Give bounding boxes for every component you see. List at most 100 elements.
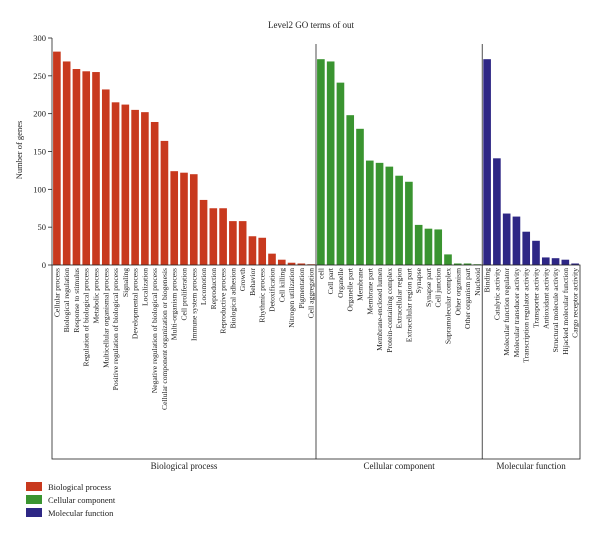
x-tick-label-regulation-of-biological-process: Regulation of biological process xyxy=(82,268,91,367)
x-tick-label-extracellular-region: Extracellular region xyxy=(395,268,404,329)
x-tick-label-structural-molecule-activity: Structural molecule activity xyxy=(551,268,560,353)
bar-cellular-process xyxy=(53,51,61,266)
bar-reproduction xyxy=(209,208,218,265)
x-tick-label-cell-proliferation: Cell proliferation xyxy=(180,268,189,321)
bar-binding xyxy=(483,59,491,265)
bar-reproductive-process xyxy=(219,208,227,265)
x-tick-label-biological-regulation: Biological regulation xyxy=(62,268,71,333)
bar-synapse xyxy=(414,224,423,265)
bar-positive-regulation-of-biological-process xyxy=(111,102,120,265)
group-box: Biological process Cellular component Mole… xyxy=(51,44,581,471)
x-tick-label-transporter-activity: Transporter activity xyxy=(532,268,541,328)
y-axis-label: Number of genes xyxy=(14,121,24,180)
bar-molecular-transducer-activity xyxy=(512,216,521,265)
x-tick-label-molecular-function-regulator: Molecular function regulator xyxy=(502,268,511,356)
bar-response-to-stimulus xyxy=(72,69,81,265)
bar-regulation-of-biological-process xyxy=(82,71,91,265)
x-tick-label-positive-regulation-of-biological-process: Positive regulation of biological proces… xyxy=(111,268,120,390)
bar-cellular-component-organization-or-biogenesis xyxy=(160,140,169,265)
legend: Biological process Cellular component Mo… xyxy=(26,480,115,519)
x-tick-label-negative-regulation-of-biological-process: Negative regulation of biological proces… xyxy=(150,268,159,393)
bar-developmental-process xyxy=(131,109,139,265)
bar-multi-organism-process xyxy=(170,171,179,265)
bar-cell-junction xyxy=(434,229,443,265)
x-tick-labels: Cellular process Biological regulation Res… xyxy=(52,267,579,410)
bars xyxy=(53,51,579,266)
x-tick-label-localization: Localization xyxy=(140,268,149,306)
group-label-cellular-component: Cellular component xyxy=(363,461,435,471)
bar-signaling xyxy=(121,104,130,265)
x-tick-label-cell-junction: Cell junction xyxy=(434,268,443,308)
axes: 0 50 100 150 200 250 300 xyxy=(33,33,53,270)
legend-swatch-molecular-function xyxy=(26,508,42,517)
legend-label-biological-process: Biological process xyxy=(48,481,112,492)
bar-catalytic-activity xyxy=(493,158,501,265)
x-tick-label-developmental-process: Developmental process xyxy=(131,268,140,339)
bar-membrane xyxy=(356,128,364,265)
x-tick-label-nucleoid: Nucleoid xyxy=(473,268,482,296)
x-tick-label-metabolic-process: Metabolic process xyxy=(92,268,101,324)
x-tick-label-organelle-part: Organelle part xyxy=(346,267,355,311)
y-tick-label: 100 xyxy=(33,184,46,194)
x-tick-label-locomotion: Locomotion xyxy=(199,268,208,305)
x-tick-label-supramolecular-complex: Supramolecular complex xyxy=(444,268,453,344)
bar-metabolic-process xyxy=(92,72,100,265)
y-tick-label: 200 xyxy=(33,109,46,119)
legend-item-cellular-component: Cellular component xyxy=(26,493,115,506)
x-tick-label-hijacked-molecular-function: Hijacked molecular function xyxy=(561,268,570,355)
y-tick-label: 300 xyxy=(33,33,46,43)
x-tick-label-multicellular-organismal-process: Multicellular organismal process xyxy=(101,268,110,368)
legend-swatch-biological-process xyxy=(26,482,42,491)
x-tick-label-cargo-receptor-activity: Cargo receptor activity xyxy=(571,268,580,338)
bar-detoxification xyxy=(268,253,276,265)
x-tick-label-membrane: Membrane xyxy=(356,267,365,301)
x-tick-label-reproductive-process: Reproductive process xyxy=(219,268,228,334)
bar-other-organism xyxy=(453,263,462,265)
bar-molecular-function-regulator xyxy=(502,213,511,265)
x-tick-label-protein-containing-complex: Protein-containing complex xyxy=(385,268,394,353)
bar-immune-system-process xyxy=(189,174,198,265)
x-tick-label-synapse-part: Synapse part xyxy=(424,267,433,307)
bar-cell-part xyxy=(326,61,335,265)
bar-behavior xyxy=(248,236,257,265)
bar-extracellular-region-part xyxy=(405,181,413,265)
x-tick-label-reproduction: Reproduction xyxy=(209,268,218,310)
bar-pigmentation xyxy=(297,263,306,265)
x-tick-label-rhythmic-process: Rhythmic process xyxy=(258,268,267,323)
bar-biological-regulation xyxy=(62,61,71,265)
x-tick-label-pigmentation: Pigmentation xyxy=(297,268,306,309)
bar-membrane-part xyxy=(365,160,374,265)
x-tick-label-detoxification: Detoxification xyxy=(268,268,277,312)
bar-nitrogen-utilization xyxy=(287,262,296,265)
bar-hijacked-molecular-function xyxy=(561,259,570,265)
x-tick-label-synapse: Synapse xyxy=(414,267,423,293)
group-label-molecular-function: Molecular function xyxy=(496,461,566,471)
y-tick-label: 50 xyxy=(38,222,47,232)
x-tick-label-organelle: Organelle xyxy=(336,267,345,297)
bar-multicellular-organismal-process xyxy=(101,89,110,265)
y-tick-label: 250 xyxy=(33,71,46,81)
x-tick-label-cellular-process: Cellular process xyxy=(52,268,61,317)
bar-cargo-receptor-activity xyxy=(571,263,579,265)
x-tick-label-membrane-part: Membrane part xyxy=(365,267,374,314)
bar-cell xyxy=(317,59,325,265)
x-tick-label-binding: Binding xyxy=(483,268,492,293)
bar-structural-molecule-activity xyxy=(551,258,560,265)
x-tick-label-cellular-component-organization-or-biogenesis: Cellular component organization or bioge… xyxy=(160,268,169,410)
y-tick-label: 150 xyxy=(33,147,46,157)
x-tick-label-growth: Growth xyxy=(238,268,247,291)
bar-biological-adhesion xyxy=(229,221,237,265)
bar-antioxidant-activity xyxy=(541,257,550,265)
x-tick-label-extracellular-region-part: Extracellular region part xyxy=(404,267,413,342)
bar-cell-proliferation xyxy=(180,172,188,265)
x-tick-label-molecular-transducer-activity: Molecular transducer activity xyxy=(512,268,521,358)
legend-swatch-cellular-component xyxy=(26,495,42,504)
x-tick-label-catalytic-activity: Catalytic activity xyxy=(492,268,501,320)
bar-other-organism-part xyxy=(463,263,472,265)
x-tick-label-behavior: Behavior xyxy=(248,268,257,296)
x-tick-label-cell-killing: Cell killing xyxy=(277,268,286,303)
x-tick-label-multi-organism-process: Multi-organism process xyxy=(170,268,179,340)
x-tick-label-transcription-regulator-activity: Transcription regulator activity xyxy=(522,268,531,363)
x-tick-label-signaling: Signaling xyxy=(121,268,130,297)
